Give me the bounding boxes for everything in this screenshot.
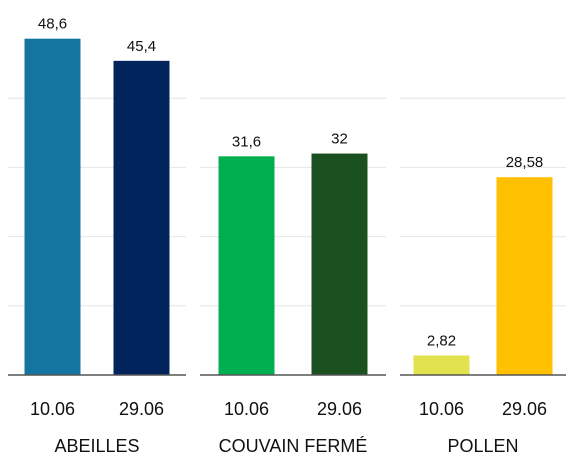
value-label: 45,4 [127,38,156,55]
x-tick-label: 29.06 [502,399,547,419]
x-tick-label: 29.06 [317,399,362,419]
value-label: 2,82 [427,332,456,349]
bar [24,38,81,376]
bar [218,156,275,375]
value-label: 31,6 [232,133,261,150]
x-tick-label: 29.06 [119,399,164,419]
x-tick-label: 10.06 [419,399,464,419]
panel-title: ABEILLES [54,436,139,456]
bar [496,177,553,375]
bar [311,153,368,375]
value-label: 32 [331,131,348,148]
x-tick-label: 10.06 [30,399,75,419]
value-label: 48,6 [38,16,67,33]
value-label: 28,58 [506,154,544,171]
bar [413,355,470,375]
x-tick-label: 10.06 [224,399,269,419]
bar [113,60,170,375]
panel-title: POLLEN [447,436,518,456]
panel-title: COUVAIN FERMÉ [219,436,368,456]
